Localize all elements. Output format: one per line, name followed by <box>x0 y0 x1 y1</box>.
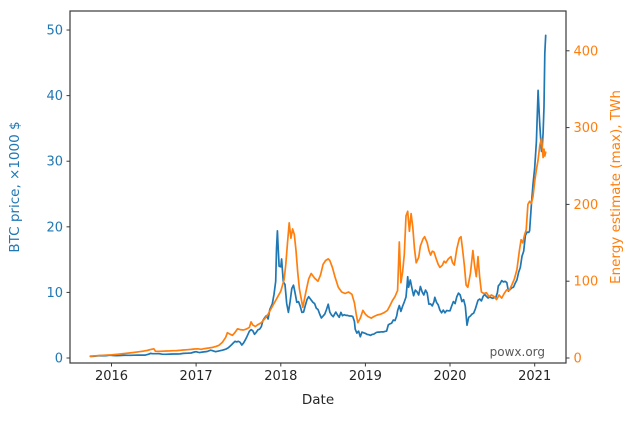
right-tick-label: 0 <box>574 352 582 367</box>
x-axis-label: Date <box>301 392 335 408</box>
x-tick-label: 2017 <box>180 369 213 384</box>
plot-border <box>69 10 567 364</box>
left-axis-label: BTC price, ×1000 $ <box>7 121 23 253</box>
left-tick-label: 30 <box>46 155 63 170</box>
x-tick-label: 2018 <box>264 369 297 384</box>
left-tick-label: 40 <box>46 89 63 104</box>
right-tick-label: 200 <box>574 198 599 213</box>
right-tick-label: 400 <box>574 44 599 59</box>
watermark: powx.org <box>489 345 545 359</box>
btc-price-line <box>89 34 547 358</box>
left-tick-label: 0 <box>55 352 63 367</box>
right-axis-label: Energy estimate (max), TWh <box>608 90 624 284</box>
right-tick-label: 300 <box>574 121 599 136</box>
right-tick-label: 100 <box>574 275 599 290</box>
left-tick-label: 10 <box>46 286 63 301</box>
left-tick-label: 20 <box>46 220 63 235</box>
x-tick-label: 2021 <box>518 369 551 384</box>
left-tick-label: 50 <box>46 24 63 39</box>
energy-line <box>89 137 547 357</box>
x-tick-label: 2020 <box>433 369 466 384</box>
x-tick-label: 2016 <box>95 369 128 384</box>
x-tick-label: 2019 <box>349 369 382 384</box>
